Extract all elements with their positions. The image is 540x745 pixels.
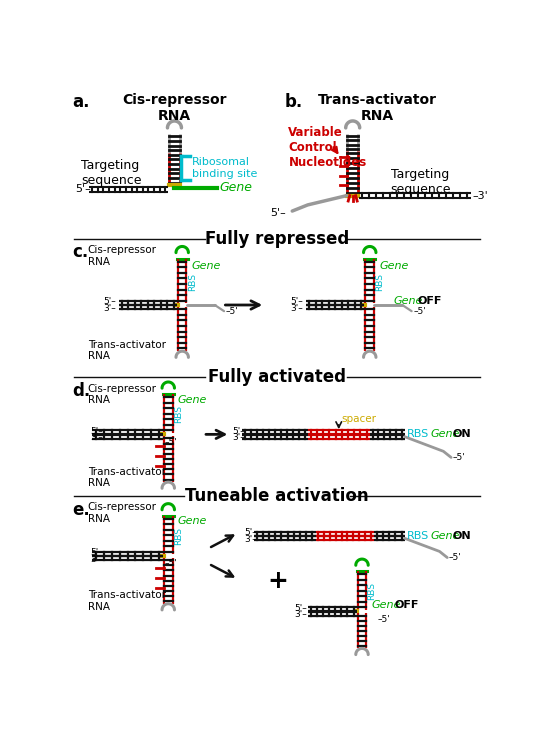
Text: Trans-activator
RNA: Trans-activator RNA [318, 93, 437, 124]
Text: RBS: RBS [187, 273, 197, 291]
Text: –5': –5' [226, 307, 238, 316]
Text: Gene: Gene [219, 182, 252, 194]
Text: Cis-repressor
RNA: Cis-repressor RNA [122, 93, 227, 124]
Text: 3'–: 3'– [233, 433, 245, 442]
Text: –3': –3' [472, 191, 488, 200]
Text: Cis-repressor
RNA: Cis-repressor RNA [87, 245, 157, 267]
Text: –5': –5' [164, 437, 177, 446]
Text: 5'–: 5'– [75, 185, 91, 194]
Text: +: + [268, 568, 289, 593]
Text: c.: c. [72, 244, 89, 261]
Text: spacer: spacer [341, 414, 376, 424]
Text: Cis-repressor
RNA: Cis-repressor RNA [87, 502, 157, 524]
Text: Targeting
sequence: Targeting sequence [390, 168, 450, 196]
Text: 3'–: 3'– [103, 303, 116, 313]
Text: Gene: Gene [430, 531, 460, 541]
Text: RBS: RBS [407, 531, 429, 541]
Text: Gene: Gene [430, 429, 460, 440]
Text: 3'–: 3'– [294, 610, 307, 619]
Text: 5'–: 5'– [91, 427, 104, 436]
Text: Trans-activator
RNA: Trans-activator RNA [87, 466, 166, 488]
Text: –5': –5' [377, 615, 390, 624]
Text: 5'–: 5'– [294, 604, 307, 613]
Text: Fully activated: Fully activated [208, 368, 346, 387]
Text: –5': –5' [453, 453, 465, 462]
Text: Targeting
sequence: Targeting sequence [82, 159, 142, 186]
Text: Tuneable activation: Tuneable activation [185, 487, 369, 505]
Text: a.: a. [72, 93, 90, 111]
Text: 5'–: 5'– [233, 427, 245, 436]
Text: 5'–: 5'– [244, 528, 257, 537]
Text: 5'–: 5'– [103, 297, 116, 306]
Text: –5': –5' [449, 553, 462, 562]
Text: Variable
Control
Nucleotides: Variable Control Nucleotides [288, 126, 367, 168]
Text: Fully repressed: Fully repressed [205, 229, 349, 248]
Text: –5': –5' [413, 307, 426, 316]
Text: d.: d. [72, 382, 90, 400]
Text: RBS: RBS [375, 273, 384, 291]
Text: ON: ON [453, 531, 471, 541]
Text: Gene: Gene [393, 297, 422, 306]
Text: Gene: Gene [372, 600, 401, 610]
Text: –5': –5' [164, 559, 177, 568]
Text: RBS: RBS [407, 429, 429, 440]
Text: OFF: OFF [395, 600, 419, 610]
Text: Ribosomal
binding site: Ribosomal binding site [192, 157, 257, 179]
Text: 3'–: 3'– [91, 554, 104, 564]
Text: Gene: Gene [178, 395, 207, 405]
Text: ON: ON [453, 429, 471, 440]
Text: RBS: RBS [367, 583, 376, 600]
Text: Gene: Gene [379, 261, 408, 270]
Text: Trans-activator
RNA: Trans-activator RNA [87, 340, 166, 361]
Text: 3'–: 3'– [91, 433, 104, 442]
Text: RBS: RBS [174, 405, 183, 423]
Text: 3'–: 3'– [244, 535, 257, 544]
Text: 5'–: 5'– [91, 548, 104, 557]
Text: Gene: Gene [178, 516, 207, 527]
Text: RBS: RBS [174, 527, 183, 545]
Text: 5'–: 5'– [291, 297, 303, 306]
Text: Cis-repressor
RNA: Cis-repressor RNA [87, 384, 157, 405]
Text: e.: e. [72, 501, 90, 519]
Text: OFF: OFF [418, 297, 442, 306]
Text: Trans-activator
RNA: Trans-activator RNA [87, 590, 166, 612]
Text: b.: b. [285, 93, 303, 111]
Text: 3'–: 3'– [291, 303, 303, 313]
Text: 5'–: 5'– [271, 208, 286, 218]
Text: Gene: Gene [192, 261, 221, 270]
